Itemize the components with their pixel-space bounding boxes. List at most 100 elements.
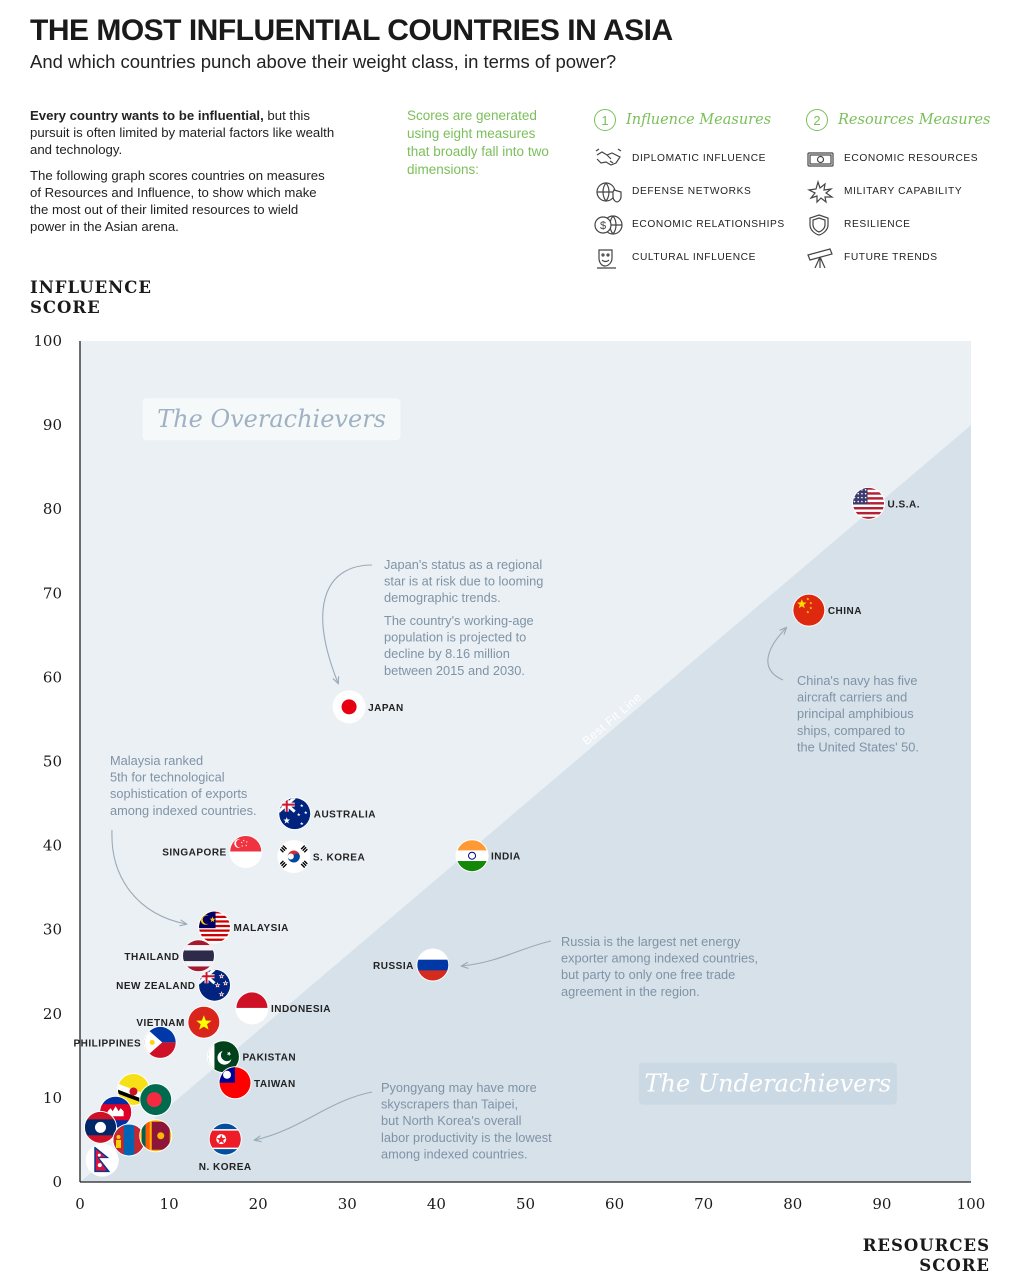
y-tick-label: 10 xyxy=(43,1089,62,1107)
legend-label: ECONOMIC RESOURCES xyxy=(844,153,979,164)
annotation-line: Russia is the largest net energy xyxy=(561,934,741,949)
y-axis-title-line-2: SCORE xyxy=(30,298,101,317)
annotation-japan: Japan's status as a regional star is at r… xyxy=(384,557,543,605)
banknote-icon xyxy=(807,151,834,167)
point-philippines: PHILIPPINES xyxy=(73,1025,177,1059)
intro-paragraph-2: The following graph scores countries on … xyxy=(30,168,325,234)
telescope-icon xyxy=(807,247,833,268)
legend-label: RESILIENCE xyxy=(844,219,911,230)
point-taiwan: TAIWAN xyxy=(218,1066,295,1100)
point-label: N. KOREA xyxy=(199,1162,252,1173)
explosion-icon xyxy=(807,179,834,203)
annotation-line: sophistication of exports xyxy=(110,786,247,801)
annotation-line: between 2015 and 2030. xyxy=(384,663,525,678)
x-axis-title: RESOURCES SCORE xyxy=(863,1236,990,1276)
point-n-korea: N. KOREA xyxy=(199,1122,252,1173)
flag-stripe xyxy=(236,1007,268,1024)
flag-stripe xyxy=(199,936,231,939)
flag-lion xyxy=(157,1132,165,1140)
flag-stripe xyxy=(853,511,885,515)
annotation-line: principal amphibious xyxy=(797,706,914,721)
flag-stripe xyxy=(456,861,488,872)
flag-white-band xyxy=(207,1041,215,1073)
annotation-line: demographic trends. xyxy=(384,590,501,605)
arrow-china xyxy=(767,628,786,681)
point-label: INDIA xyxy=(491,852,521,863)
point-label: PAKISTAN xyxy=(242,1053,296,1064)
x-axis-title-line-2: SCORE xyxy=(919,1256,990,1275)
y-tick-label: 50 xyxy=(43,753,62,771)
annotation-line: exporter among indexed countries, xyxy=(561,951,758,966)
point-label: VIETNAM xyxy=(136,1018,185,1029)
flag-bar xyxy=(302,845,308,852)
scores-note: Scores are generated using eight measure… xyxy=(407,108,549,177)
flag-stripe xyxy=(417,970,449,981)
point-japan: JAPAN xyxy=(332,690,404,724)
x-tick-label: 30 xyxy=(338,1195,357,1213)
region-label-overachievers: The Overachievers xyxy=(142,398,401,441)
legend-label: FUTURE TRENDS xyxy=(844,252,938,263)
point-s-korea: S. KOREA xyxy=(277,840,365,874)
legend-number-2: 2 xyxy=(806,109,828,131)
flag-star xyxy=(797,599,807,609)
annotation-line: 5th for technological xyxy=(110,770,225,785)
point-label: PHILIPPINES xyxy=(73,1038,141,1049)
flag-star xyxy=(218,991,225,997)
arrow-malaysia xyxy=(111,829,186,924)
flag-field xyxy=(793,594,825,626)
flag-star xyxy=(809,606,813,610)
flag-stripe xyxy=(853,487,885,491)
flag-crescent-cut xyxy=(236,839,245,848)
point-vietnam: VIETNAM xyxy=(136,1005,221,1039)
arrow-japan xyxy=(322,564,373,683)
x-tick-label: 100 xyxy=(957,1195,986,1213)
flag-star xyxy=(857,492,860,495)
flag-orange xyxy=(145,1121,150,1150)
legend-item-military: MILITARY CAPABILITY xyxy=(806,175,991,208)
flag-star xyxy=(864,500,867,503)
legend-label: DIPLOMATIC INFLUENCE xyxy=(632,153,767,164)
point-label: CHINA xyxy=(828,606,862,617)
y-tick-label: 90 xyxy=(43,416,62,434)
y-tick-label: 70 xyxy=(43,584,62,602)
legend-influence: 1 Influence Measures DIPLOMATIC INFLUENC… xyxy=(594,108,785,274)
malaysia-flag-icon xyxy=(199,911,231,943)
legend-label: MILITARY CAPABILITY xyxy=(844,186,963,197)
flag-stripe xyxy=(199,927,231,930)
mongolia-flag-icon xyxy=(113,1124,145,1156)
flag-star xyxy=(222,980,229,986)
point-china: CHINA xyxy=(792,593,862,627)
annotation-line: labor productivity is the lowest xyxy=(381,1130,552,1145)
flag-star xyxy=(226,1051,232,1057)
japan-flag-icon xyxy=(333,691,365,723)
point-nepal xyxy=(85,1143,119,1177)
flag-star xyxy=(214,982,221,988)
legend-item-resilience: RESILIENCE xyxy=(806,208,991,241)
point-label: JAPAN xyxy=(368,703,404,714)
flag-star xyxy=(857,496,860,499)
nepal-flag-icon xyxy=(86,1144,118,1176)
intro-text: Every country wants to be influential, b… xyxy=(30,107,335,244)
flag-star xyxy=(218,973,225,979)
point-label: MALAYSIA xyxy=(234,923,289,934)
legend-item-economic-relationships: $ ECONOMIC RELATIONSHIPS xyxy=(594,208,785,241)
annotation-line: Pyongyang may have more xyxy=(381,1080,537,1095)
flag-stripe xyxy=(853,516,885,519)
annotation-malaysia: Malaysia ranked 5th for technological soph… xyxy=(110,753,257,818)
legend-number-1: 1 xyxy=(594,109,616,131)
flag-star xyxy=(861,500,863,503)
thailand-flag-icon xyxy=(183,940,215,972)
region-label-text: The Underachievers xyxy=(645,1070,892,1098)
flag-star xyxy=(216,1134,226,1144)
flag-crescent-cut xyxy=(220,1049,233,1062)
flag-stripe xyxy=(456,840,488,851)
point-indonesia: INDONESIA xyxy=(235,991,331,1025)
point-bangladesh xyxy=(139,1083,173,1117)
flag-taeguk-blue xyxy=(287,853,300,863)
nkorea-flag-icon xyxy=(209,1123,241,1155)
y-tick-label: 30 xyxy=(43,921,62,939)
x-tick-label: 60 xyxy=(605,1195,624,1213)
flag-disc xyxy=(94,1121,106,1133)
legend-influence-title: Influence Measures xyxy=(626,112,772,128)
